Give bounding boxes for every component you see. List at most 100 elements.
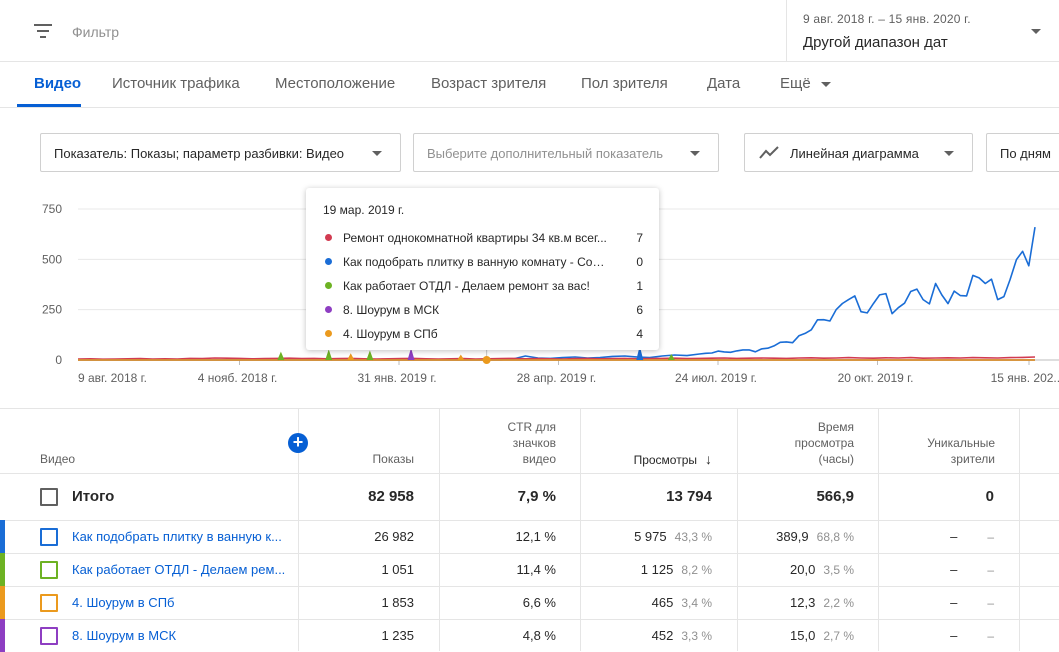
granularity-label: По дням <box>1000 146 1051 161</box>
column-header-views-label: Просмотры <box>633 453 697 467</box>
line-chart[interactable]: 750 500 250 0 9 авг. 2018 г. 4 нояб. 2018 г. 3… <box>0 195 1059 395</box>
secondary-metric-select[interactable]: Выберите дополнительный показатель <box>413 133 719 172</box>
y-tick-label: 500 <box>42 252 62 266</box>
tooltip-row: Ремонт однокомнатной квартиры 34 кв.м вс… <box>323 230 643 246</box>
row-checkbox[interactable] <box>40 594 58 612</box>
row-color-bar <box>0 520 5 553</box>
series-spike <box>347 353 355 361</box>
granularity-select[interactable]: По дням <box>986 133 1059 172</box>
tooltip-series-name: Как работает ОТДЛ - Делаем ремонт за вас… <box>343 279 590 293</box>
tab-traffic-source[interactable]: Источник трафика <box>112 75 240 92</box>
cell-watch-time: 389,9 68,8 % <box>748 529 854 544</box>
metric-select-label: Показатель: Показы; параметр разбивки: В… <box>54 146 345 161</box>
tab-video[interactable]: Видео <box>34 75 82 92</box>
active-tab-indicator <box>17 104 81 107</box>
date-range-label: Другой диапазон дат <box>803 34 948 51</box>
cell-unique: – – <box>890 595 994 610</box>
cell-unique-pct: – <box>987 629 994 643</box>
tooltip-series-name: 4. Шоурум в СПб <box>343 327 438 341</box>
column-divider <box>298 409 299 651</box>
row-color-bar <box>0 553 5 586</box>
tab-date[interactable]: Дата <box>707 75 741 92</box>
cell-views-value: 452 <box>651 628 674 643</box>
add-column-icon[interactable]: + <box>288 433 308 453</box>
tooltip-series-value: 0 <box>636 255 643 269</box>
video-title-link[interactable]: Как работает ОТДЛ - Делаем рем... <box>72 562 286 577</box>
row-color-bar <box>0 619 5 652</box>
cell-views-value: 1 125 <box>640 562 674 577</box>
cell-ctr: 11,4 % <box>516 562 556 577</box>
row-checkbox[interactable] <box>40 627 58 645</box>
cell-watch-pct: 2,7 % <box>823 629 854 643</box>
cell-watch-pct: 68,8 % <box>816 530 854 544</box>
column-divider <box>580 409 581 651</box>
series-spike <box>277 351 285 361</box>
cell-views: 452 3,3 % <box>590 628 712 643</box>
filter-icon[interactable] <box>34 24 52 38</box>
cell-watch-value: 12,3 <box>790 595 816 610</box>
cell-views-value: 465 <box>651 595 674 610</box>
x-tick-label: 28 апр. 2019 г. <box>517 371 596 385</box>
chart-tooltip: 19 мар. 2019 г. Ремонт однокомнатной ква… <box>306 188 659 350</box>
video-title-link[interactable]: 8. Шоурум в МСК <box>72 628 177 643</box>
tooltip-row: Как подобрать плитку в ванную комнату - … <box>323 254 643 270</box>
total-label: Итого <box>72 488 115 505</box>
tab-viewer-gender[interactable]: Пол зрителя <box>581 75 668 92</box>
tab-viewer-age[interactable]: Возраст зрителя <box>431 75 547 92</box>
column-header-views[interactable]: Просмотры ↓ <box>590 451 712 468</box>
column-header-unique[interactable]: Уникальные зрители <box>927 436 995 466</box>
tooltip-row: 4. Шоурум в СПб 4 <box>323 326 643 342</box>
tooltip-series-value: 7 <box>636 231 643 245</box>
row-divider <box>0 473 1059 474</box>
series-dot-icon <box>325 330 332 337</box>
cell-ctr: 4,8 % <box>522 628 556 643</box>
tooltip-date: 19 мар. 2019 г. <box>323 203 405 217</box>
tooltip-series-value: 4 <box>636 327 643 341</box>
column-header-ctr[interactable]: CTR для значков видео <box>507 420 557 466</box>
video-title-link[interactable]: Как подобрать плитку в ванную к... <box>72 529 282 544</box>
chevron-down-icon <box>690 151 700 156</box>
chart-type-select[interactable]: Линейная диаграмма <box>744 133 973 172</box>
y-tick-label: 250 <box>42 303 62 317</box>
row-divider <box>0 619 1059 620</box>
column-header-watch-time[interactable]: Время просмотра (часы) <box>794 420 854 466</box>
cell-ctr: 12,1 % <box>515 529 556 544</box>
filter-input[interactable]: Фильтр <box>72 24 120 40</box>
series-dot-icon <box>325 234 332 241</box>
column-header-impressions[interactable]: Показы <box>372 452 414 466</box>
metric-select[interactable]: Показатель: Показы; параметр разбивки: В… <box>40 133 401 172</box>
total-ctr: 7,9 % <box>517 488 556 505</box>
cell-unique-pct: – <box>987 563 994 577</box>
series-line <box>77 356 1036 360</box>
series-spike <box>366 350 374 361</box>
column-divider <box>439 409 440 651</box>
column-divider <box>878 409 879 651</box>
row-checkbox[interactable] <box>40 561 58 579</box>
cell-watch-time: 20,0 3,5 % <box>748 562 854 577</box>
total-impressions: 82 958 <box>368 488 414 505</box>
column-header-video[interactable]: Видео <box>40 452 76 466</box>
tooltip-series-name: Ремонт однокомнатной квартиры 34 кв.м вс… <box>343 231 607 245</box>
row-checkbox[interactable] <box>40 528 58 546</box>
tab-more[interactable]: Ещё <box>780 75 831 92</box>
cell-watch-pct: 3,5 % <box>823 563 854 577</box>
x-tick-label: 24 июл. 2019 г. <box>675 371 757 385</box>
filter-bar: Фильтр 9 авг. 2018 г. – 15 янв. 2020 г. … <box>0 0 1059 62</box>
row-color-bar <box>0 586 5 619</box>
cell-unique: – – <box>890 562 994 577</box>
date-range-picker[interactable]: 9 авг. 2018 г. – 15 янв. 2020 г. Другой … <box>786 0 1059 62</box>
cell-unique: – – <box>890 529 994 544</box>
line-chart-icon <box>759 146 779 159</box>
cell-watch-value: 20,0 <box>790 562 816 577</box>
y-tick-label: 750 <box>42 202 62 216</box>
cell-unique-value: – <box>950 628 958 643</box>
cell-impressions: 26 982 <box>374 529 414 544</box>
chevron-down-icon <box>372 151 382 156</box>
series-spike <box>407 348 415 361</box>
cell-unique-value: – <box>950 595 958 610</box>
cell-unique-pct: – <box>987 530 994 544</box>
video-title-link[interactable]: 4. Шоурум в СПб <box>72 595 175 610</box>
tab-geography[interactable]: Местоположение <box>275 75 396 92</box>
select-all-checkbox[interactable] <box>40 488 58 506</box>
column-divider <box>1019 409 1020 651</box>
